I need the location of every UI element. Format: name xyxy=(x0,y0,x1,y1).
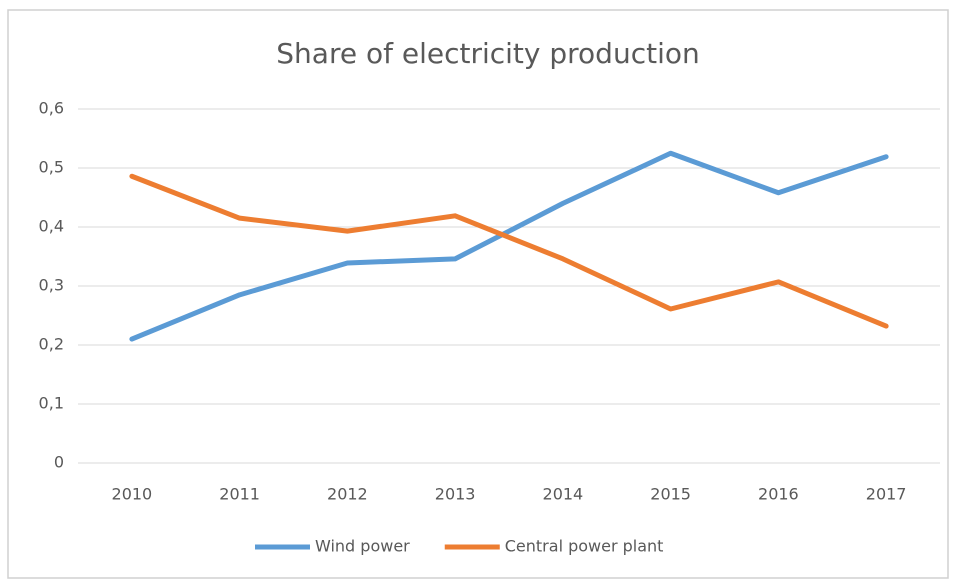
data-line xyxy=(129,173,889,329)
chart-frame xyxy=(7,9,949,579)
x-tick-label: 2015 xyxy=(650,485,691,504)
data-line xyxy=(129,150,889,342)
legend-label: Wind power xyxy=(315,537,410,556)
x-tick-label: 2013 xyxy=(435,485,476,504)
x-tick-label: 2012 xyxy=(327,485,368,504)
x-tick-label: 2016 xyxy=(758,485,799,504)
y-tick-label: 0,3 xyxy=(39,276,64,295)
x-tick-label: 2010 xyxy=(112,485,153,504)
y-tick-label: 0,6 xyxy=(39,99,64,118)
y-tick-label: 0 xyxy=(54,453,64,472)
y-tick-label: 0,1 xyxy=(39,394,64,413)
x-tick-label: 2017 xyxy=(866,485,907,504)
legend-label: Central power plant xyxy=(505,537,664,556)
x-tick-label: 2011 xyxy=(219,485,260,504)
y-tick-label: 0,2 xyxy=(39,335,64,354)
y-tick-label: 0,4 xyxy=(39,217,64,236)
x-tick-label: 2014 xyxy=(543,485,584,504)
y-tick-label: 0,5 xyxy=(39,158,64,177)
chart-title: Share of electricity production xyxy=(276,37,699,70)
